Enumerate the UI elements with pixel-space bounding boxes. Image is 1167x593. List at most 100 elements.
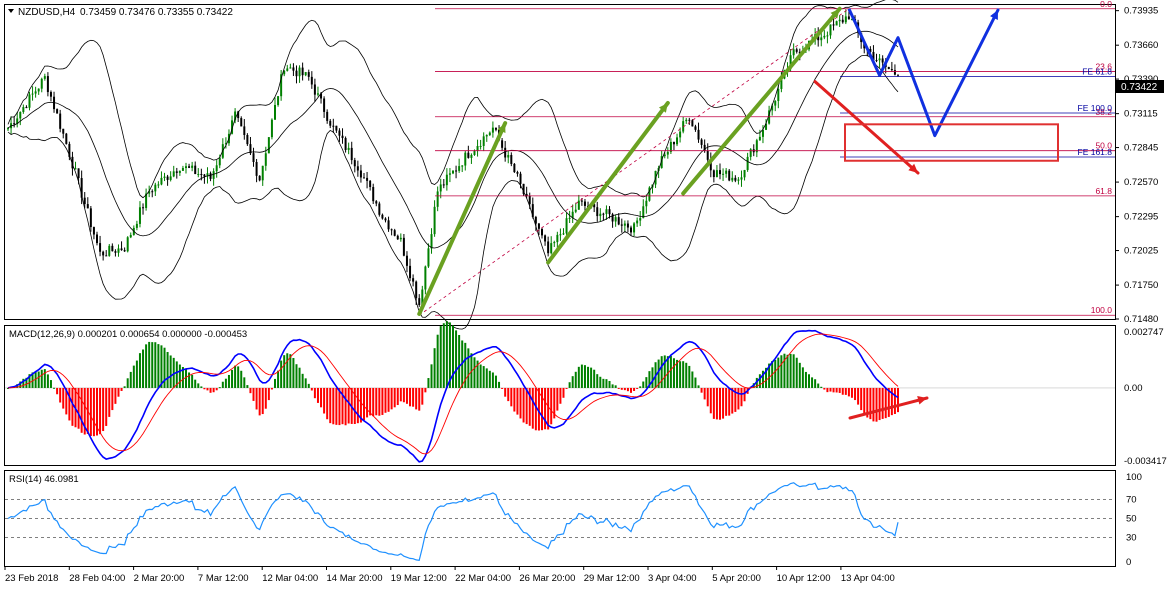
macd-histogram-bar (593, 369, 596, 388)
rsi-axis-label: 100 (1126, 472, 1142, 483)
macd-histogram-bar (37, 371, 40, 388)
current-price-tag (1116, 80, 1164, 93)
price-axis-label: 0.71750 (1124, 280, 1158, 291)
macd-histogram-bar (580, 364, 583, 388)
macd-histogram-bar (215, 387, 218, 391)
candle-body (283, 70, 286, 75)
candle-body (117, 248, 120, 253)
macd-histogram-bar (875, 387, 878, 422)
candle-body (734, 177, 737, 181)
macd-histogram-bar (381, 387, 384, 415)
time-axis-label: 23 Feb 2018 (5, 573, 58, 584)
macd-histogram-bar (172, 357, 175, 388)
candle-body (445, 174, 448, 186)
candle-body (323, 98, 326, 112)
macd-axis-label: -0.003417 (1124, 456, 1167, 467)
macd-histogram-bar (522, 387, 525, 423)
rsi-layer (5, 482, 1115, 561)
macd-histogram-bar (393, 387, 396, 408)
macd-histogram-bar (111, 387, 114, 411)
candle-body (617, 217, 620, 225)
candle-body (841, 19, 844, 23)
candle-body (504, 147, 507, 158)
macd-histogram-bar (338, 387, 341, 426)
price-panel-frame[interactable] (4, 4, 1116, 320)
candle-body (719, 170, 721, 175)
fe-level-label: FE 61.8 (1082, 67, 1112, 77)
candle-body (620, 224, 623, 226)
macd-histogram-bar (620, 387, 623, 390)
macd-histogram-bar (191, 374, 194, 388)
candle-body (200, 174, 203, 176)
macd-histogram-bar (866, 387, 869, 418)
candle-body (829, 24, 832, 36)
candle-body (522, 183, 525, 194)
macd-histogram-bar (544, 387, 547, 430)
macd-histogram-bar (872, 387, 875, 422)
macd-histogram-bar (602, 378, 605, 388)
macd-histogram-bar (46, 374, 49, 388)
macd-histogram-bar (666, 356, 669, 388)
candle-body (541, 228, 543, 236)
collapse-triangle-icon[interactable] (8, 9, 14, 13)
macd-histogram-bar (792, 354, 795, 388)
macd-histogram-bar (636, 387, 639, 389)
bollinger-upper-line (7, 0, 899, 199)
macd-histogram-bar (534, 387, 537, 431)
macd-histogram-bar (814, 379, 817, 388)
macd-histogram-bar (768, 363, 771, 388)
macd-histogram-bar (108, 387, 111, 417)
macd-histogram-bar (844, 387, 847, 395)
candle-body (577, 200, 580, 210)
macd-histogram-bar (473, 357, 476, 388)
macd-histogram-bar (396, 387, 399, 406)
macd-histogram-bar (56, 387, 59, 395)
macd-histogram-bar (7, 387, 9, 389)
candle-body (571, 211, 574, 218)
macd-histogram-bar (359, 387, 362, 423)
candle-body (660, 156, 663, 168)
current-price-value: 0.73422 (1121, 82, 1158, 93)
macd-histogram-bar (25, 377, 28, 388)
candle-body (703, 144, 706, 151)
macd-histogram-bar (442, 323, 445, 388)
candle-body (682, 121, 685, 132)
candle-body (37, 88, 40, 92)
time-axis-label: 2 Mar 20:00 (134, 573, 185, 584)
fib-level-label: 50.0 (1095, 141, 1112, 151)
time-axis-label: 26 Mar 20:00 (519, 573, 575, 584)
macd-histogram-bar (857, 387, 860, 405)
candle-body (550, 243, 553, 254)
macd-histogram-bar (387, 387, 390, 412)
candle-body (746, 156, 749, 170)
macd-histogram-bar (267, 387, 270, 401)
macd-histogram-bar (611, 384, 614, 388)
time-axis-label: 3 Apr 04:00 (648, 573, 697, 584)
macd-histogram-bar (743, 387, 746, 402)
candle-body (798, 51, 801, 54)
macd-histogram-bar (218, 387, 221, 389)
macd-histogram-bar (445, 321, 448, 388)
macd-histogram-bar (197, 383, 200, 388)
candle-body (206, 173, 209, 177)
candle-body (844, 16, 847, 23)
macd-histogram-bar (706, 387, 709, 407)
macd-histogram-bar (556, 387, 559, 411)
fe-level-label: FE 161.8 (1078, 147, 1113, 157)
macd-histogram-bar (363, 387, 365, 421)
candle-body (467, 152, 470, 158)
macd-histogram-bar (740, 387, 743, 407)
macd-histogram-bar (737, 387, 740, 410)
candle-body (501, 140, 504, 148)
macd-histogram-bar (722, 387, 725, 419)
candle-body (608, 209, 611, 215)
candle-body (547, 241, 550, 254)
macd-histogram-bar (494, 375, 497, 388)
macd-histogram-bar (850, 387, 853, 398)
time-axis-label: 22 Mar 04:00 (455, 573, 511, 584)
macd-histogram-bar (528, 387, 531, 426)
candle-body (59, 113, 62, 129)
candle-body (725, 170, 728, 174)
candle-body (316, 93, 319, 95)
macd-histogram-bar (648, 371, 651, 388)
